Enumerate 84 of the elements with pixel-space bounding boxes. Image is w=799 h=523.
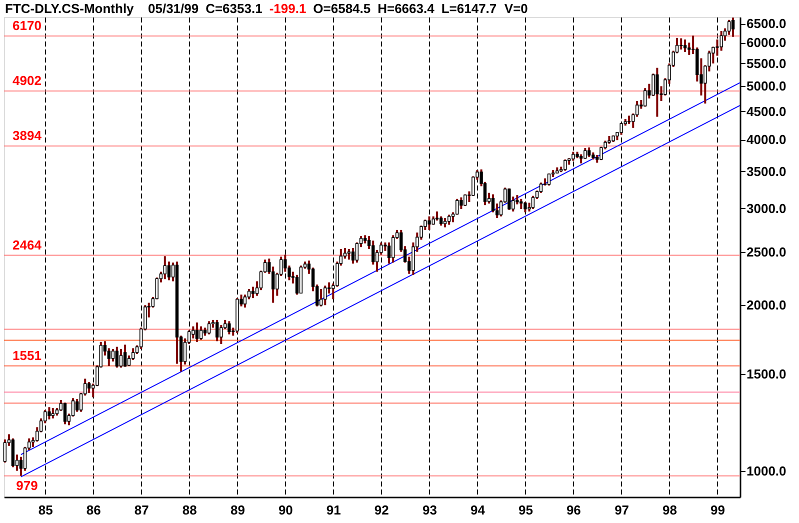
candlestick (435, 210, 439, 222)
x-tick-label: 99 (710, 502, 725, 518)
x-tick-label: 86 (86, 502, 101, 518)
text: -199.1 (269, 1, 306, 16)
candlestick (111, 348, 115, 362)
candlestick (199, 325, 203, 341)
x-tick-label: 91 (326, 502, 341, 518)
y-tick-label: 1500.0 (746, 366, 786, 382)
candlestick (119, 348, 123, 369)
y-tick-label: 5500.0 (746, 56, 786, 71)
candlestick (656, 66, 659, 118)
candlestick (347, 248, 351, 261)
candlestick (460, 196, 463, 210)
candlestick (48, 406, 51, 420)
y-tick-label: 6500.0 (746, 16, 786, 32)
candlestick (531, 194, 535, 210)
candlestick (547, 172, 551, 186)
x-tick-label: 85 (38, 502, 53, 518)
ref-line-label: 2464 (12, 237, 42, 252)
x-tick-label: 88 (182, 502, 197, 518)
candlestick (228, 320, 231, 336)
candlestick (51, 407, 54, 420)
candlestick (115, 346, 119, 369)
x-tick-label: 90 (278, 502, 293, 518)
y-tick-label: 2500.0 (746, 244, 786, 260)
y-tick-label: 5000.0 (746, 78, 786, 94)
y-tick-label: 3500.0 (746, 164, 786, 179)
text: C=6353.1 (206, 1, 262, 16)
candlestick (392, 234, 395, 264)
candlestick (587, 146, 591, 158)
ref-line-label: 6170 (12, 18, 42, 33)
candlestick (443, 217, 447, 228)
text: O=6584.5 (313, 1, 371, 16)
candlestick (564, 158, 567, 172)
candlestick (63, 402, 67, 426)
candlestick (3, 438, 7, 464)
x-tick-label: 98 (662, 502, 678, 518)
ref-line-label: 979 (16, 478, 38, 493)
candlestick (220, 324, 223, 345)
chart-title: FTC-DLY.CS-Monthly (5, 1, 135, 16)
candlestick (520, 198, 523, 210)
x-tick-label: 93 (422, 502, 437, 518)
x-tick-label: 96 (566, 502, 581, 518)
x-tick-label: 97 (614, 502, 630, 518)
text: L=6147.7 (441, 1, 497, 16)
x-tick-label: 95 (518, 502, 533, 518)
x-tick-label: 94 (470, 502, 486, 518)
candlestick (516, 194, 519, 206)
candlestick (680, 37, 683, 51)
candlestick (508, 187, 511, 211)
y-tick-label: 2000.0 (746, 298, 786, 313)
candlestick (447, 214, 451, 226)
candlestick (584, 147, 587, 160)
y-tick-label: 1000.0 (746, 463, 786, 478)
y-tick-label: 4500.0 (746, 104, 786, 119)
candlestick (215, 318, 219, 342)
text: V=0 (504, 1, 528, 16)
candlestick (319, 288, 323, 308)
candlestick (324, 284, 327, 306)
ref-line-label: 4902 (12, 72, 42, 88)
candlestick (683, 38, 687, 53)
candlestick (87, 380, 91, 394)
y-tick-label: 4000.0 (746, 132, 786, 148)
candlestick (643, 87, 647, 108)
ref-line-label: 3894 (12, 128, 42, 143)
candlestick (195, 321, 199, 343)
candlestick (351, 247, 355, 265)
text: 05/31/99 (148, 1, 199, 16)
y-tick-label: 6000.0 (746, 35, 786, 50)
candlestick (251, 286, 255, 300)
candlestick (579, 153, 583, 164)
x-tick-label: 89 (230, 502, 245, 518)
candlestick (439, 215, 443, 227)
candlestick (207, 320, 211, 336)
candlestick (123, 344, 127, 368)
candlestick (387, 241, 391, 265)
y-tick-label: 3000.0 (746, 200, 786, 216)
candlestick (627, 114, 631, 125)
text: H=6663.4 (378, 1, 436, 16)
x-tick-label: 92 (374, 502, 389, 518)
candlestick (163, 255, 166, 280)
x-tick-label: 87 (134, 502, 149, 518)
candlestick (731, 16, 735, 38)
ref-line-label: 1551 (12, 348, 42, 363)
